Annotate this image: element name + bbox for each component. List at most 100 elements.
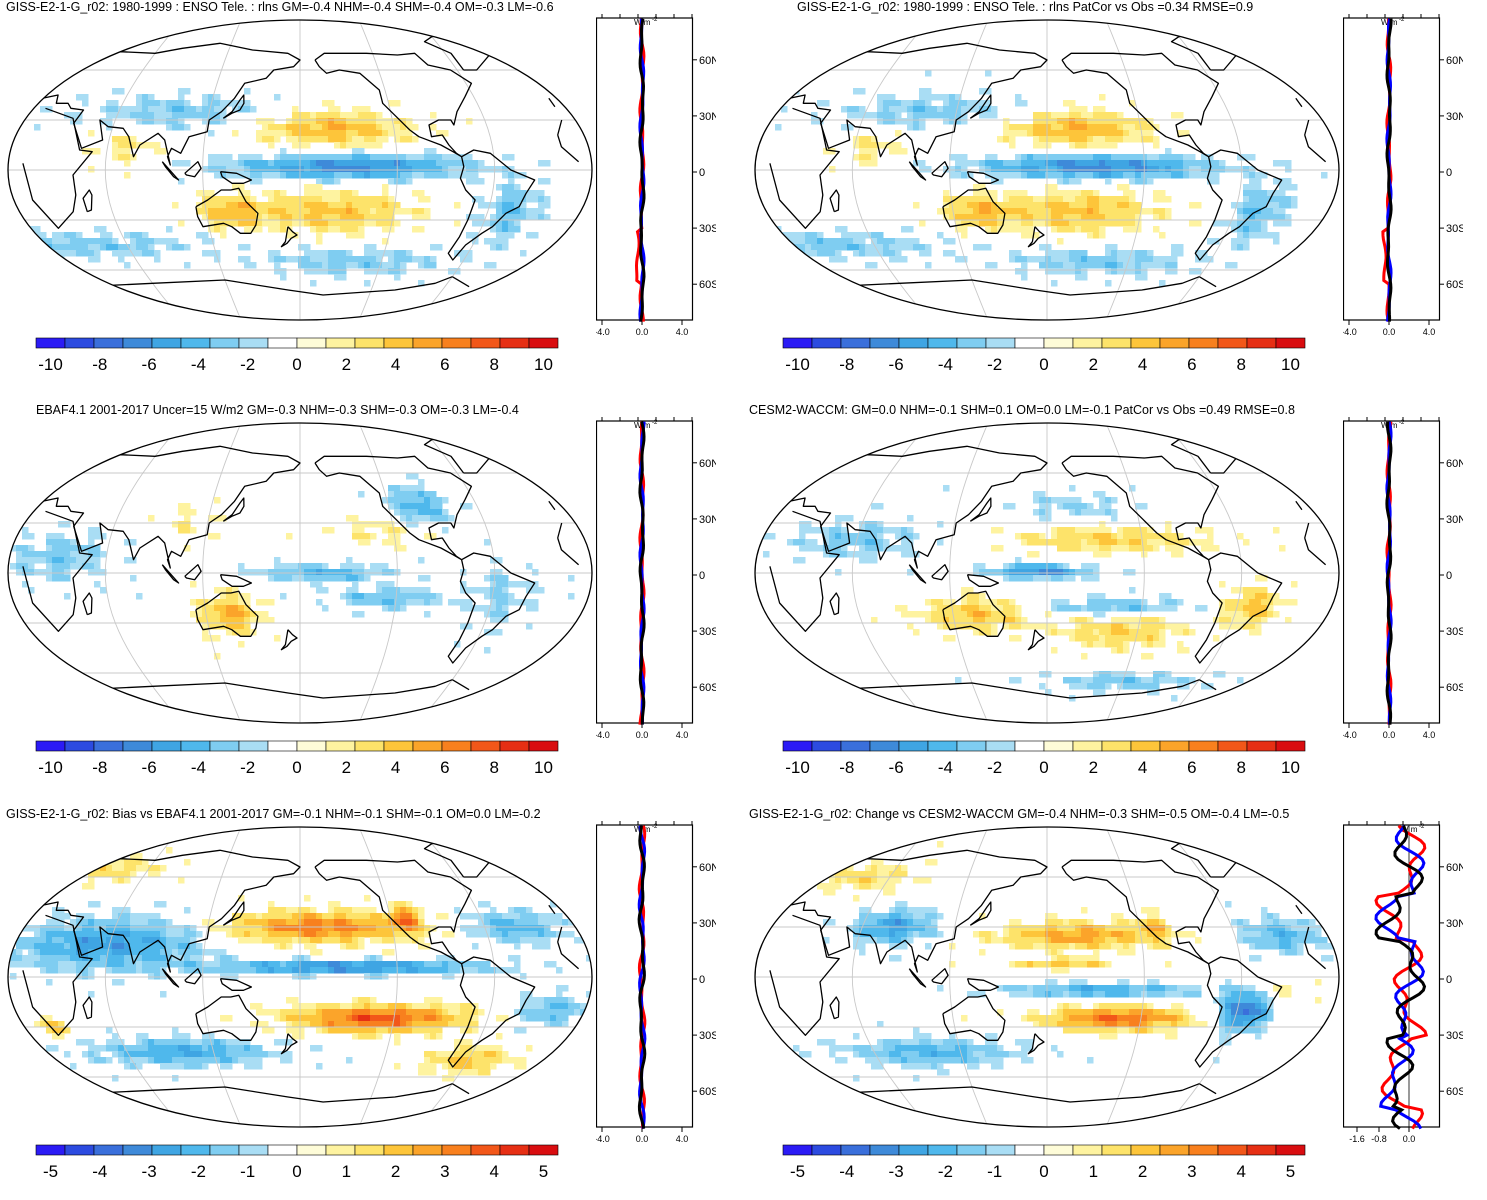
field-cell [979,244,986,251]
field-cell [214,533,221,540]
field-cell [184,1063,191,1070]
field-cell [1153,166,1160,173]
field-cell [160,106,167,113]
field-cell [484,901,491,908]
field-cell [1039,220,1046,227]
field-cell [1051,136,1058,143]
field-cell [1063,575,1070,582]
field-cell [64,262,71,269]
field-cell [352,130,359,137]
field-cell [70,943,77,950]
field-cell [148,913,155,920]
field-cell [166,931,173,938]
field-cell [388,202,395,209]
field-cell [1093,689,1100,696]
field-cell [1093,202,1100,209]
field-cell [106,865,113,872]
field-cell [1045,130,1052,137]
field-cell [340,250,347,257]
field-cell [514,937,521,944]
field-cell [298,973,305,980]
field-cell [394,1027,401,1034]
field-cell [346,226,353,233]
field-cell [1081,503,1088,510]
field-cell [190,112,197,119]
field-cell [1231,623,1238,630]
field-cell [214,118,221,125]
field-cell [1255,184,1262,191]
field-cell [1213,172,1220,179]
field-cell [262,1027,269,1034]
field-cell [448,166,455,173]
field-cell [1213,635,1220,642]
field-cell [310,112,317,119]
field-cell [484,587,491,594]
field-cell [775,124,782,131]
field-cell [292,907,299,914]
field-cell [907,623,914,630]
field-cell [388,250,395,257]
field-cell [412,1009,419,1016]
field-cell [310,913,317,920]
field-cell [502,190,509,197]
field-cell [877,118,884,125]
field-cell [118,943,125,950]
field-cell [334,214,341,221]
field-cell [973,569,980,576]
field-cell [418,575,425,582]
field-cell [316,1021,323,1028]
colorbar-swatch [986,741,1015,751]
field-cell [1237,166,1244,173]
field-cell [34,955,41,962]
field-cell [394,268,401,275]
field-cell [532,214,539,221]
field-cell [400,154,407,161]
field-cell [1093,154,1100,161]
field-cell [208,160,215,167]
field-cell [406,208,413,215]
field-cell [1093,106,1100,113]
field-cell [244,226,251,233]
field-cell [214,214,221,221]
field-cell [1177,647,1184,654]
field-cell [1177,629,1184,636]
field-cell [1105,268,1112,275]
field-cell [508,154,515,161]
field-cell [292,214,299,221]
field-cell [412,497,419,504]
field-cell [1057,130,1064,137]
field-cell [1039,214,1046,221]
field-cell [58,937,65,944]
field-cell [1249,202,1256,209]
field-cell [34,569,41,576]
field-cell [943,238,950,245]
field-cell [496,629,503,636]
field-cell [376,919,383,926]
field-cell [214,599,221,606]
field-cell [871,545,878,552]
field-cell [46,1015,53,1022]
field-cell [1153,617,1160,624]
field-cell [364,130,371,137]
field-cell [496,937,503,944]
field-cell [991,569,998,576]
field-cell [1201,527,1208,534]
colorbar-swatch [239,741,268,751]
field-cell [865,539,872,546]
field-cell [310,563,317,570]
field-cell [268,250,275,257]
field-cell [1171,599,1178,606]
field-cell [82,937,89,944]
field-cell [829,539,836,546]
field-cell [1069,172,1076,179]
field-cell [406,913,413,920]
field-cell [1123,184,1130,191]
field-cell [1051,563,1058,570]
field-cell [1045,563,1052,570]
field-cell [274,1051,281,1058]
field-cell [901,551,908,558]
field-cell [1045,166,1052,173]
field-cell [406,587,413,594]
field-cell [1081,617,1088,624]
field-cell [412,967,419,974]
